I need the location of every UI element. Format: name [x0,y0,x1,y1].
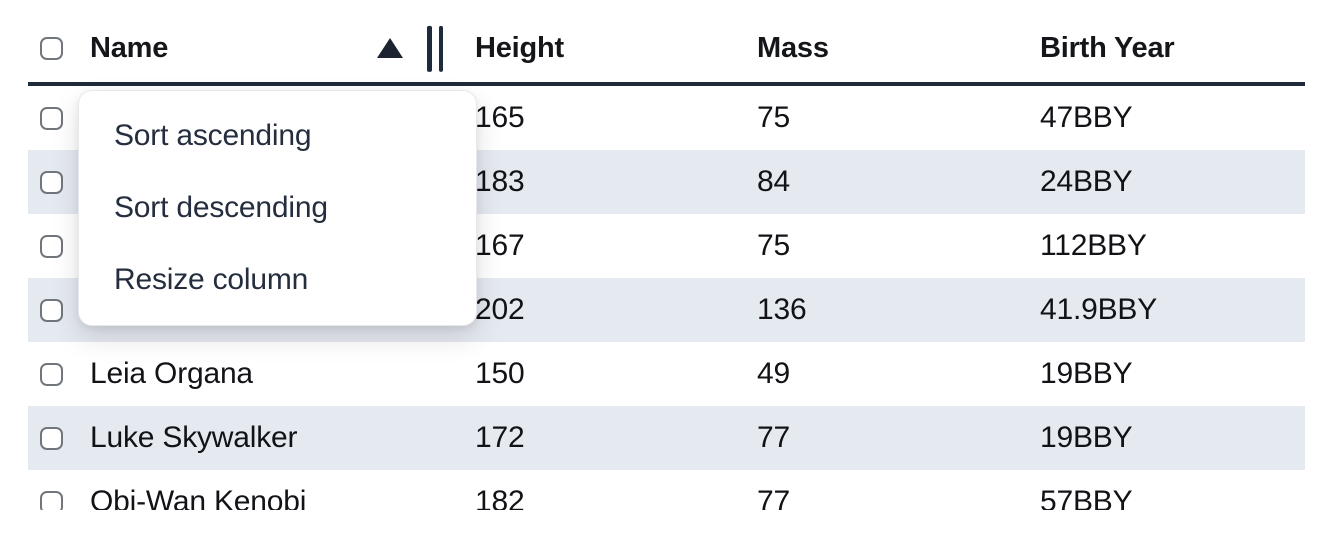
header-checkbox-cell [28,14,80,82]
cell-height: 165 [475,101,525,134]
row-checkbox[interactable] [40,362,63,386]
table-header-row: Name Height Mass Birth Year [28,0,1305,86]
cell-birth-year: 19BBY [1040,357,1133,390]
cell-mass: 75 [757,229,790,262]
cell-name: Obi-Wan Kenobi [90,485,307,510]
cell-height: 150 [475,357,525,390]
row-checkbox[interactable] [40,426,63,450]
row-checkbox[interactable] [40,106,63,130]
column-header-birth-year[interactable]: Birth Year [1025,14,1305,82]
row-checkbox[interactable] [40,298,63,322]
menu-item-resize-column[interactable]: Resize column [114,263,309,296]
cell-mass: 136 [757,293,807,326]
cell-birth-year: 47BBY [1040,101,1133,134]
column-header-name-label: Name [90,31,169,64]
cell-height: 182 [475,485,525,510]
table-row: Luke Skywalker 172 77 19BBY [28,406,1305,470]
sort-ascending-icon [377,38,403,58]
column-header-mass-label: Mass [757,31,829,64]
column-header-height-label: Height [475,31,565,64]
column-header-mass[interactable]: Mass [742,14,1025,82]
column-header-name[interactable]: Name [80,14,460,82]
cell-mass: 77 [757,485,790,510]
table-row: Obi-Wan Kenobi 182 77 57BBY [28,470,1305,510]
cell-birth-year: 112BBY [1040,229,1147,262]
data-table: Name Height Mass Birth Year 165 75 47BBY [28,0,1305,510]
cell-height: 172 [475,421,525,454]
cell-mass: 75 [757,101,790,134]
column-resize-handle[interactable] [427,25,443,72]
cell-height: 202 [475,293,525,326]
cell-name: Luke Skywalker [90,421,298,454]
table-body: 165 75 47BBY 183 84 24BBY 167 75 112BBY [28,86,1305,510]
cell-name: Leia Organa [90,357,253,390]
row-checkbox[interactable] [40,490,63,510]
cell-birth-year: 41.9BBY [1040,293,1158,326]
cell-birth-year: 57BBY [1040,485,1133,510]
select-all-checkbox[interactable] [40,36,63,60]
row-checkbox[interactable] [40,234,63,258]
cell-height: 183 [475,165,525,198]
column-header-height[interactable]: Height [460,14,742,82]
cell-mass: 77 [757,421,790,454]
menu-item-sort-descending[interactable]: Sort descending [114,191,328,224]
cell-height: 167 [475,229,525,262]
column-header-birth-year-label: Birth Year [1040,31,1175,64]
cell-mass: 84 [757,165,790,198]
cell-birth-year: 24BBY [1040,165,1133,198]
column-context-menu: Sort ascending Sort descending Resize co… [78,90,477,326]
table-row: Leia Organa 150 49 19BBY [28,342,1305,406]
cell-mass: 49 [757,357,790,390]
cell-birth-year: 19BBY [1040,421,1133,454]
menu-item-sort-ascending[interactable]: Sort ascending [114,119,312,152]
row-checkbox[interactable] [40,170,63,194]
